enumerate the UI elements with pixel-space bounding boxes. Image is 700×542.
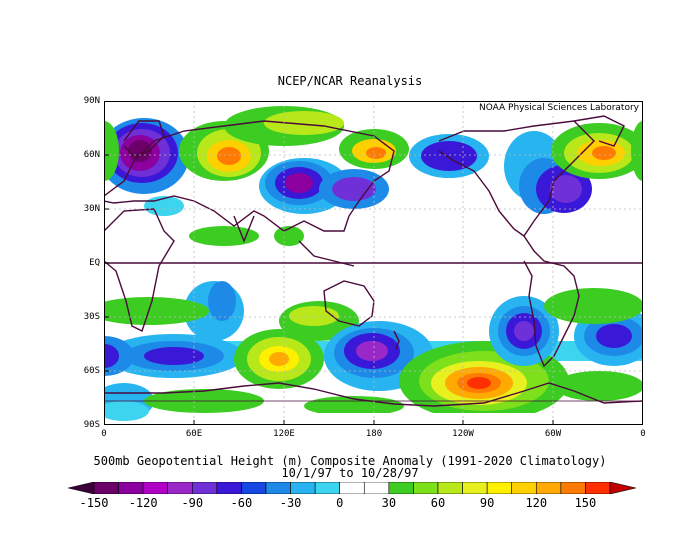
lat-label-90s: 90S (83, 420, 100, 430)
lat-label-30n: 30N (83, 204, 100, 214)
lat-label-eq: EQ (89, 258, 100, 268)
colorbar-label: -150 (79, 496, 109, 510)
colorbar-swatch (118, 482, 144, 494)
colorbar-swatch (560, 482, 586, 494)
colorbar-swatch (511, 482, 537, 494)
colorbar-label: 30 (381, 496, 397, 510)
colorbar-swatch (363, 482, 390, 494)
chart-title: NCEP/NCAR Reanalysis (277, 74, 423, 88)
colorbar-swatch (388, 482, 414, 494)
lat-label-90n: 90N (83, 96, 100, 106)
anomaly-map: NOAA Physical Sciences Laboratory (104, 100, 643, 426)
colorbar-swatch (290, 482, 316, 494)
lat-label-30s: 30S (83, 312, 100, 322)
lat-label-60n: 60N (83, 150, 100, 160)
caption-line-2: 10/1/97 to 10/28/97 (281, 466, 419, 480)
colorbar-arrow-high (609, 482, 636, 494)
colorbar-swatch (437, 482, 463, 494)
anomaly-map-svg (104, 100, 643, 426)
axis-ticks (104, 100, 554, 426)
lon-label-60w: 60W (544, 429, 562, 439)
credit-label: NOAA Physical Sciences Laboratory (476, 103, 641, 113)
colorbar-label: -120 (128, 496, 158, 510)
lon-label-60e: 60E (185, 429, 203, 439)
colorbar-swatch (167, 482, 193, 494)
colorbar-swatch (265, 482, 291, 494)
colorbar-label: 120 (525, 496, 548, 510)
colorbar-swatch (413, 482, 439, 494)
colorbar-swatch (216, 482, 242, 494)
lon-label-180: 180 (365, 429, 383, 439)
colorbar-label: 60 (430, 496, 446, 510)
colorbar-swatch (486, 482, 513, 494)
lon-label-120e: 120E (273, 429, 295, 439)
colorbar-label: -30 (279, 496, 302, 510)
colorbar-swatch (142, 482, 169, 494)
lon-label-120w: 120W (452, 429, 474, 439)
colorbar-swatch (585, 482, 611, 494)
colorbar-label: 0 (336, 496, 344, 510)
colorbar-swatch (241, 482, 267, 494)
lon-label-0: 0 (101, 429, 107, 439)
colorbar-swatch (93, 482, 119, 494)
colorbar-label: -90 (181, 496, 204, 510)
caption-line-1: 500mb Geopotential Height (m) Composite … (93, 454, 607, 468)
colorbar-swatch (339, 482, 365, 494)
colorbar-swatch (535, 482, 562, 494)
colorbar (68, 482, 636, 494)
colorbar-arrow-low (68, 482, 95, 494)
lat-label-60s: 60S (83, 366, 100, 376)
colorbar-label: 90 (479, 496, 495, 510)
colorbar-label: 150 (574, 496, 597, 510)
colorbar-swatch (191, 482, 218, 494)
lon-label-0-right: 0 (640, 429, 646, 439)
colorbar-label: -60 (230, 496, 253, 510)
colorbar-swatch (462, 482, 488, 494)
colorbar-swatch (314, 482, 341, 494)
